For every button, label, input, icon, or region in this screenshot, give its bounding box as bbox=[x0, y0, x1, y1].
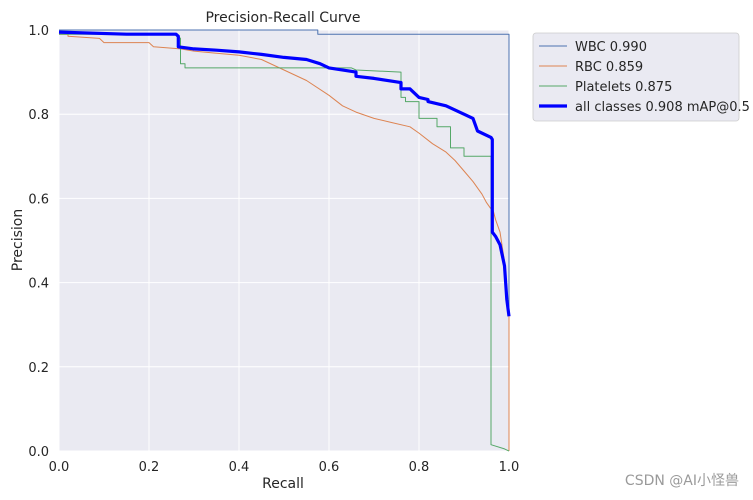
y-tick-label: 0.4 bbox=[28, 277, 49, 292]
legend-entry: WBC 0.990 bbox=[575, 40, 647, 55]
legend-entry: Platelets 0.875 bbox=[575, 80, 672, 95]
y-tick-labels: 0.0 0.2 0.4 0.6 0.8 1.0 bbox=[28, 24, 49, 460]
y-tick-label: 1.0 bbox=[28, 24, 49, 39]
y-tick-label: 0.2 bbox=[28, 361, 49, 376]
series-line-2 bbox=[59, 33, 510, 452]
x-tick-label: 0.4 bbox=[229, 460, 250, 475]
legend-entry: all classes 0.908 mAP@0.5 bbox=[575, 100, 750, 115]
series-line-3 bbox=[58, 30, 511, 317]
x-tick-label: 0.2 bbox=[139, 460, 160, 475]
y-tick-label: 0.8 bbox=[28, 108, 49, 123]
x-tick-label: 1.0 bbox=[499, 460, 520, 475]
plot-background bbox=[59, 30, 509, 451]
y-tick-label: 0.6 bbox=[28, 192, 49, 207]
watermark-text: CSDN @AI小怪兽 bbox=[624, 473, 739, 489]
series-line-0 bbox=[59, 29, 510, 451]
x-tick-labels: 0.0 0.2 0.4 0.6 0.8 1.0 bbox=[49, 460, 520, 475]
x-tick-label: 0.0 bbox=[49, 460, 70, 475]
x-tick-label: 0.8 bbox=[409, 460, 430, 475]
y-axis-label: Precision bbox=[10, 209, 26, 271]
x-tick-label: 0.6 bbox=[319, 460, 340, 475]
legend-box bbox=[532, 32, 740, 122]
x-axis-label: Recall bbox=[262, 476, 304, 492]
legend-entry: RBC 0.859 bbox=[575, 60, 643, 75]
legend: WBC 0.990 RBC 0.859 Platelets 0.875 all cla… bbox=[532, 32, 750, 122]
y-tick-label: 0.0 bbox=[28, 445, 49, 460]
series-layer bbox=[58, 29, 511, 452]
chart-title: Precision-Recall Curve bbox=[205, 10, 360, 26]
